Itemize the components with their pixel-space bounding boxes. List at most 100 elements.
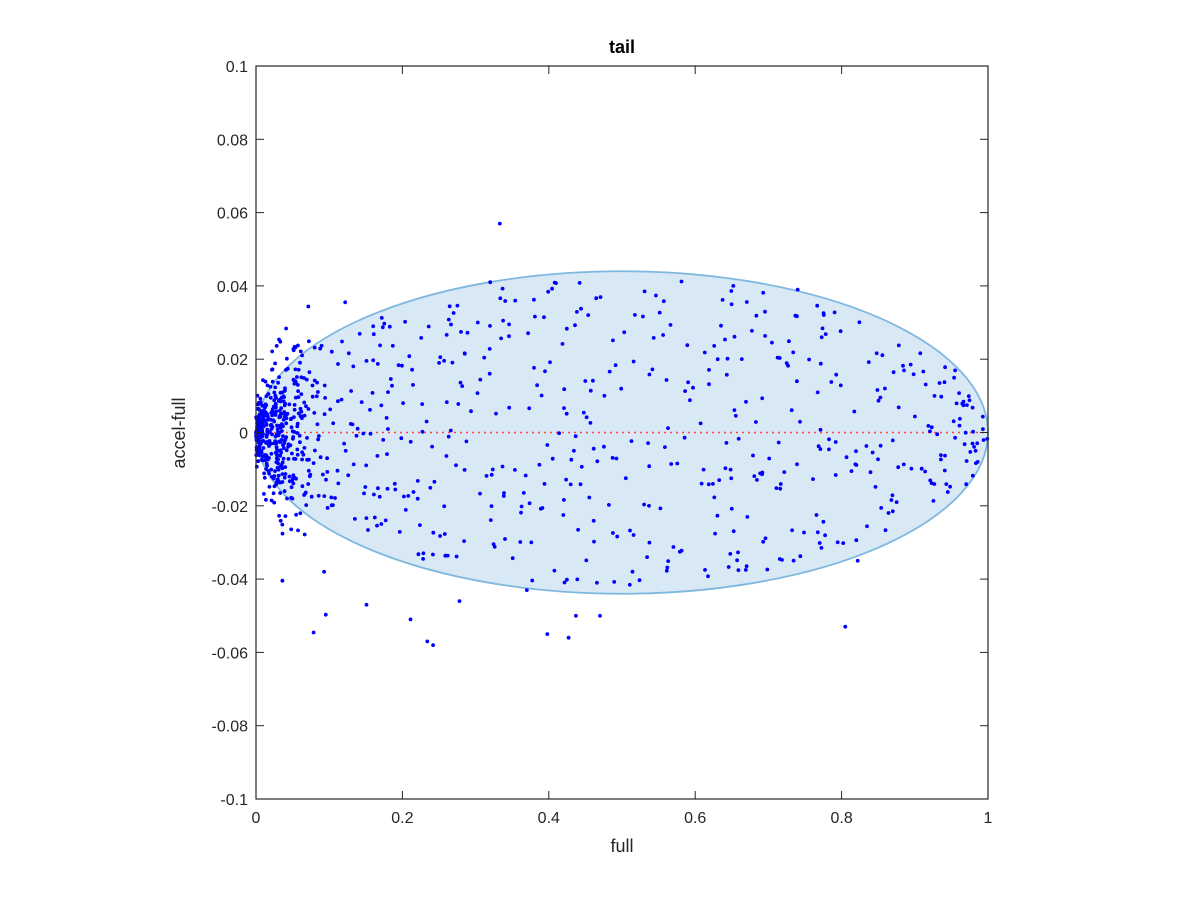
data-point [287,474,292,479]
data-point [720,298,725,302]
data-point [610,456,615,460]
data-point [351,462,356,467]
data-point [279,438,284,442]
data-point [587,495,592,500]
data-point [420,429,425,434]
data-point [410,367,414,372]
data-point [324,477,328,482]
y-tick-label: -0.08 [212,719,249,736]
data-point [548,360,552,365]
data-point [932,394,937,398]
data-point [973,448,978,453]
data-point [312,345,317,350]
data-point [280,531,285,536]
data-point [564,326,569,331]
data-point [318,346,323,351]
data-point [501,494,506,498]
data-point [462,468,467,472]
data-point [564,411,569,416]
data-point [375,523,379,528]
data-point [298,440,302,445]
data-point [774,486,779,490]
data-point [454,463,458,468]
data-point [980,414,985,419]
data-point [501,318,505,323]
data-point [507,322,511,327]
data-point [565,577,569,582]
data-point [368,407,372,412]
data-point [278,339,283,344]
data-point [575,577,580,582]
data-point [257,447,262,451]
data-point [256,406,260,411]
data-point [361,431,366,436]
data-point [896,343,901,348]
data-point [598,295,603,299]
data-point [268,430,272,434]
data-point [735,558,739,563]
data-point [364,602,369,607]
data-point [408,439,413,444]
data-point [478,491,482,496]
data-point [388,377,393,381]
data-point [744,399,748,404]
data-point [728,467,733,472]
data-point [970,405,975,410]
y-tick-label: 0.1 [226,59,248,76]
data-point [814,513,819,517]
data-point [424,419,429,424]
data-point [543,369,547,374]
data-point [307,457,311,462]
data-point [431,530,436,535]
data-point [744,300,749,304]
data-point [811,477,815,481]
data-point [619,386,624,391]
data-point [292,430,297,434]
data-point [316,437,320,442]
data-point [921,369,926,374]
data-point [299,392,304,396]
data-point [688,398,692,403]
data-point [576,527,580,532]
data-point [744,564,749,569]
data-point [339,397,344,402]
data-point [465,330,470,335]
points-layer [254,221,990,647]
data-point [321,472,325,477]
data-point [795,379,799,384]
data-point [591,378,595,383]
data-point [450,360,455,365]
data-point [415,479,420,483]
data-point [426,324,431,329]
data-point [446,434,451,439]
data-point [275,423,279,428]
data-point [447,304,452,309]
data-point [937,381,942,385]
data-point [289,495,294,500]
data-point [372,492,376,497]
data-point [443,553,448,558]
data-point [818,427,823,432]
data-point [368,431,373,436]
data-point [295,383,300,387]
data-point [300,416,304,420]
data-point [889,498,894,502]
data-point [645,555,649,559]
data-point [666,559,671,563]
data-point [351,364,356,369]
data-point [411,383,415,387]
data-point [317,434,321,438]
data-point [878,395,883,400]
data-point [418,523,422,527]
data-point [855,558,860,563]
data-point [362,491,366,496]
data-point [691,385,695,390]
data-point [302,400,307,405]
data-point [325,470,330,474]
data-point [715,513,720,518]
data-point [262,492,266,496]
data-point [607,369,612,374]
data-point [602,393,607,398]
data-point [577,281,582,285]
data-point [371,358,376,363]
